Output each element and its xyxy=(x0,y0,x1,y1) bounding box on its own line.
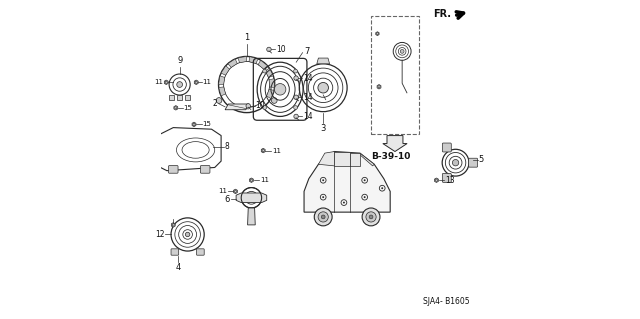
Circle shape xyxy=(275,84,286,95)
Polygon shape xyxy=(377,85,381,89)
Circle shape xyxy=(294,76,298,80)
FancyBboxPatch shape xyxy=(196,249,204,255)
Circle shape xyxy=(322,196,324,198)
Text: 3: 3 xyxy=(321,124,326,133)
Polygon shape xyxy=(185,95,190,100)
Polygon shape xyxy=(360,153,374,166)
Text: 1: 1 xyxy=(244,33,249,42)
Text: 15: 15 xyxy=(203,122,211,127)
Circle shape xyxy=(362,208,380,226)
Circle shape xyxy=(294,114,298,119)
Text: 9: 9 xyxy=(177,56,182,65)
FancyBboxPatch shape xyxy=(442,174,451,182)
Text: 11: 11 xyxy=(218,189,227,194)
Polygon shape xyxy=(225,104,249,110)
Polygon shape xyxy=(218,76,225,85)
Polygon shape xyxy=(435,178,438,182)
Text: 12: 12 xyxy=(155,230,164,239)
FancyBboxPatch shape xyxy=(442,143,451,152)
Circle shape xyxy=(216,98,222,103)
Text: 2: 2 xyxy=(212,99,217,108)
Polygon shape xyxy=(177,95,182,100)
Text: 15: 15 xyxy=(184,105,193,111)
Polygon shape xyxy=(317,58,330,64)
Text: 8: 8 xyxy=(225,142,230,151)
Circle shape xyxy=(369,215,373,219)
Polygon shape xyxy=(267,89,274,99)
Text: 14: 14 xyxy=(303,112,313,121)
Circle shape xyxy=(294,69,298,73)
Circle shape xyxy=(271,98,277,103)
Circle shape xyxy=(294,106,298,109)
Text: 4: 4 xyxy=(175,263,180,272)
Polygon shape xyxy=(249,56,258,63)
Polygon shape xyxy=(228,59,237,67)
Circle shape xyxy=(246,104,250,108)
Polygon shape xyxy=(383,136,407,152)
Polygon shape xyxy=(304,152,390,217)
Text: B-39-10: B-39-10 xyxy=(371,152,410,161)
Polygon shape xyxy=(334,152,350,166)
Polygon shape xyxy=(350,153,360,166)
Text: 13: 13 xyxy=(445,176,455,185)
Circle shape xyxy=(177,82,182,87)
Circle shape xyxy=(381,187,383,189)
Circle shape xyxy=(366,212,376,222)
Polygon shape xyxy=(238,56,246,63)
Text: 10: 10 xyxy=(255,101,265,110)
Polygon shape xyxy=(172,223,175,227)
Polygon shape xyxy=(192,122,196,127)
Polygon shape xyxy=(219,87,226,96)
Polygon shape xyxy=(250,178,253,182)
Circle shape xyxy=(186,232,190,237)
Text: 14: 14 xyxy=(303,74,313,83)
Polygon shape xyxy=(234,189,237,194)
FancyBboxPatch shape xyxy=(468,158,477,167)
Text: 11: 11 xyxy=(203,79,212,85)
Polygon shape xyxy=(265,68,273,78)
Circle shape xyxy=(263,69,267,73)
Polygon shape xyxy=(169,95,174,100)
Circle shape xyxy=(294,95,298,100)
Text: 11: 11 xyxy=(155,79,164,85)
Text: 5: 5 xyxy=(479,155,484,164)
Polygon shape xyxy=(174,106,178,110)
Circle shape xyxy=(343,202,345,204)
Polygon shape xyxy=(269,79,275,87)
Circle shape xyxy=(322,179,324,181)
Circle shape xyxy=(248,195,255,201)
Polygon shape xyxy=(261,148,265,153)
Circle shape xyxy=(364,196,365,198)
Circle shape xyxy=(267,47,271,52)
FancyBboxPatch shape xyxy=(168,166,178,173)
Circle shape xyxy=(314,208,332,226)
Circle shape xyxy=(263,106,267,109)
Bar xyxy=(371,16,419,134)
Polygon shape xyxy=(164,80,168,85)
Polygon shape xyxy=(376,32,379,36)
Polygon shape xyxy=(195,80,198,85)
Text: 11: 11 xyxy=(260,177,269,183)
Polygon shape xyxy=(236,193,267,203)
FancyBboxPatch shape xyxy=(171,249,179,255)
Circle shape xyxy=(318,212,328,222)
Circle shape xyxy=(321,215,325,219)
Circle shape xyxy=(364,179,365,181)
Polygon shape xyxy=(248,208,255,225)
Circle shape xyxy=(400,49,404,53)
Circle shape xyxy=(452,160,459,166)
Text: SJA4- B1605: SJA4- B1605 xyxy=(423,297,470,306)
FancyBboxPatch shape xyxy=(200,166,210,173)
Polygon shape xyxy=(319,152,334,166)
Text: 7: 7 xyxy=(304,47,310,56)
Text: FR.: FR. xyxy=(433,9,451,19)
Polygon shape xyxy=(221,66,230,75)
Circle shape xyxy=(318,83,328,93)
Text: 11: 11 xyxy=(272,148,281,153)
Text: 14: 14 xyxy=(303,93,313,102)
Text: 6: 6 xyxy=(225,195,230,204)
Text: 10: 10 xyxy=(276,45,285,54)
Polygon shape xyxy=(258,60,268,69)
